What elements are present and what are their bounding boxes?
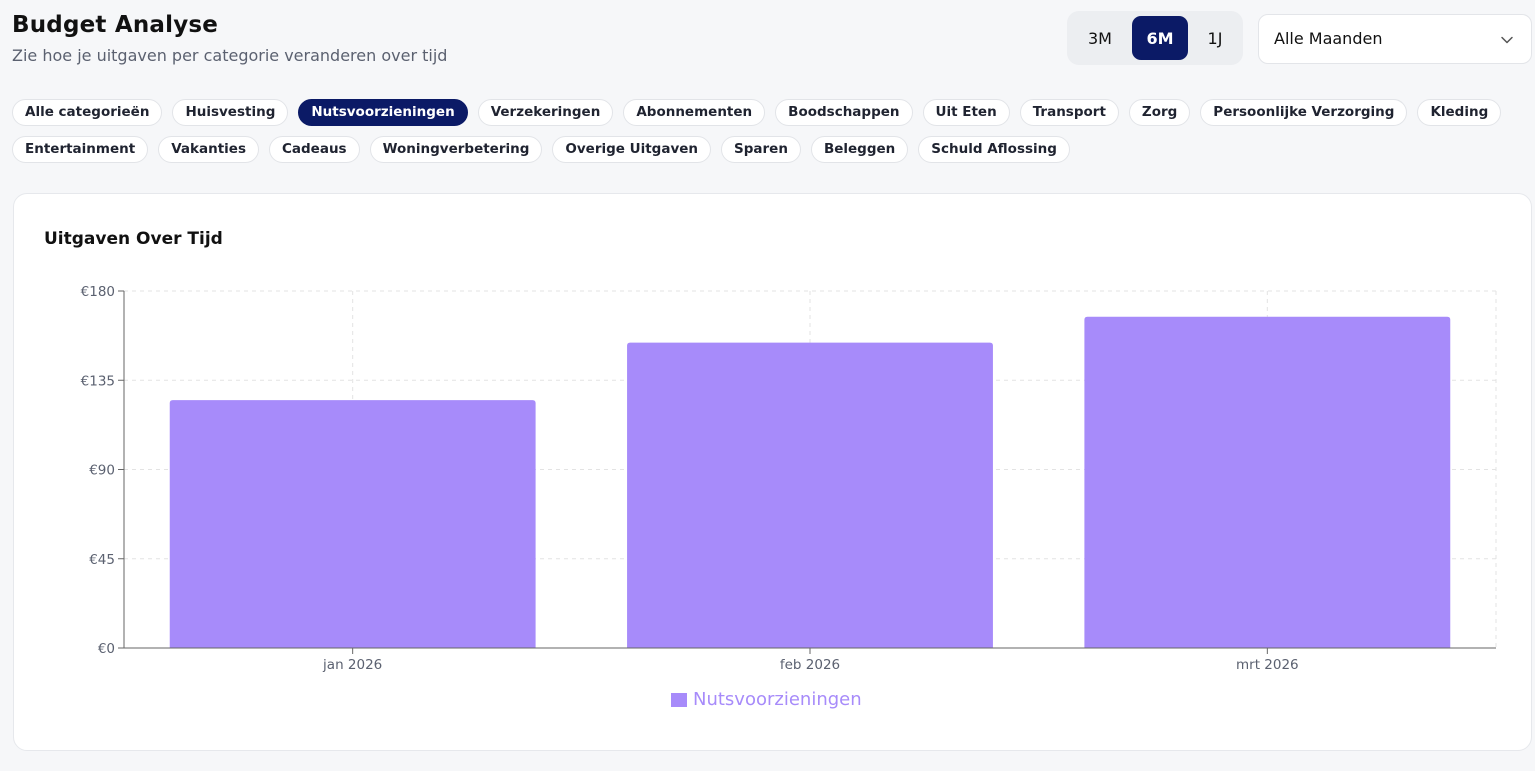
x-tick-label: mrt 2026 [1236, 657, 1299, 673]
bar-jan-2026[interactable] [169, 400, 536, 648]
bar-mrt-2026[interactable] [1084, 316, 1451, 648]
category-chip-beleggen[interactable]: Beleggen [810, 136, 909, 163]
chevron-down-icon [1501, 36, 1513, 44]
card-title: Uitgaven Over Tijd [44, 229, 223, 249]
page-title: Budget Analyse [12, 12, 219, 38]
range-6m-button[interactable]: 6M [1132, 16, 1188, 60]
chart-legend: Nutsvoorzieningen [671, 689, 862, 710]
y-tick-label: €45 [89, 552, 115, 568]
y-tick-label: €0 [98, 641, 115, 657]
x-tick-label: feb 2026 [780, 657, 840, 673]
y-tick-label: €135 [81, 373, 115, 389]
legend-label[interactable]: Nutsvoorzieningen [693, 689, 862, 710]
chart-card: Uitgaven Over Tijd €0 €45 €90 €135 €180 jan 2… [13, 193, 1532, 751]
month-select-value: Alle Maanden [1274, 29, 1383, 48]
category-row-2: Entertainment Vakanties Cadeaus Woningverbe… [12, 136, 1080, 163]
category-chip-entertainment[interactable]: Entertainment [12, 136, 149, 163]
category-chip-transport[interactable]: Transport [1019, 99, 1119, 126]
x-tick-label: jan 2026 [322, 657, 382, 673]
range-3m-button[interactable]: 3M [1075, 16, 1125, 60]
category-chip-verzekeringen[interactable]: Verzekeringen [477, 99, 614, 126]
category-chip-alle-categorieen[interactable]: Alle categorieën [12, 99, 163, 126]
category-chip-vakanties[interactable]: Vakanties [158, 136, 259, 163]
range-1j-button[interactable]: 1J [1191, 16, 1239, 60]
page-subtitle: Zie hoe je uitgaven per categorie verand… [12, 46, 448, 65]
bar-chart: €0 €45 €90 €135 €180 jan 2026 feb 2026 mrt 2026 [81, 284, 1497, 673]
category-chip-abonnementen[interactable]: Abonnementen [623, 99, 766, 126]
category-chip-overige-uitgaven[interactable]: Overige Uitgaven [552, 136, 712, 163]
category-chip-persoonlijke-verzorging[interactable]: Persoonlijke Verzorging [1200, 99, 1408, 126]
y-tick-label: €180 [81, 284, 115, 300]
category-chip-schuld-aflossing[interactable]: Schuld Aflossing [918, 136, 1070, 163]
category-chip-woningverbetering[interactable]: Woningverbetering [369, 136, 543, 163]
bar-feb-2026[interactable] [627, 342, 993, 648]
category-chip-sparen[interactable]: Sparen [721, 136, 801, 163]
y-tick-label: €90 [89, 463, 115, 479]
category-chip-uit-eten[interactable]: Uit Eten [922, 99, 1010, 126]
category-chip-boodschappen[interactable]: Boodschappen [775, 99, 913, 126]
month-select[interactable]: Alle Maanden [1258, 14, 1532, 64]
category-chip-zorg[interactable]: Zorg [1128, 99, 1191, 126]
category-chip-kleding[interactable]: Kleding [1417, 99, 1502, 126]
range-toggle: 3M 6M 1J [1067, 11, 1243, 65]
category-row-1: Alle categorieën Huisvesting Nutsvoorzieni… [12, 99, 1511, 126]
category-chip-cadeaus[interactable]: Cadeaus [269, 136, 360, 163]
category-chip-nutsvoorzieningen[interactable]: Nutsvoorzieningen [298, 99, 468, 126]
category-chip-huisvesting[interactable]: Huisvesting [172, 99, 289, 126]
legend-swatch [671, 692, 687, 707]
